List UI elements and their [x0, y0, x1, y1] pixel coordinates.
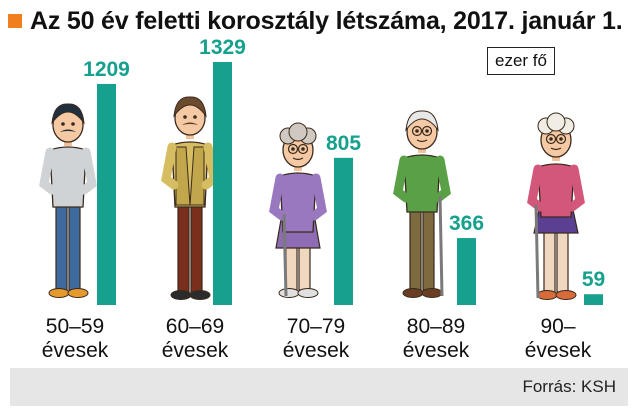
man-older-mustache-illustration — [161, 96, 219, 300]
category-label: évesek — [162, 339, 229, 362]
category-label: évesek — [403, 339, 470, 362]
category-label: 70–79 — [287, 315, 345, 338]
bar-2 — [334, 157, 353, 305]
bar-4 — [584, 294, 603, 305]
bar-1 — [213, 62, 232, 305]
category-label: 50–59 — [46, 315, 104, 338]
man-middle-aged-illustration — [39, 103, 97, 298]
chart-title: Az 50 év feletti korosztály létszáma, 20… — [30, 6, 623, 35]
bar-value-label: 1209 — [83, 58, 130, 81]
bar-0 — [97, 83, 116, 305]
category-label: évesek — [525, 339, 592, 362]
title-row: Az 50 év feletti korosztály létszáma, 20… — [8, 6, 623, 36]
bar-value-label: 1329 — [199, 36, 246, 59]
category-label: 80–89 — [407, 315, 465, 338]
illustrations — [39, 96, 585, 300]
bar-value-label: 59 — [582, 268, 605, 291]
category-label: 90– — [540, 315, 575, 338]
category-labels: 50–59évesek60–69évesek70–79évesek80–89év… — [42, 315, 592, 362]
bars: 1209 1329 805 366 59 — [83, 36, 605, 305]
category-label: évesek — [283, 339, 350, 362]
woman-very-old-cane-illustration — [527, 112, 585, 300]
title-marker — [8, 14, 22, 28]
category-label: 60–69 — [166, 315, 224, 338]
bar-value-label: 366 — [449, 212, 484, 235]
man-elderly-cane-illustration — [393, 110, 451, 298]
bar-3 — [457, 238, 476, 305]
source-label: Forrás: KSH — [522, 377, 616, 396]
source-bar: Forrás: KSH — [10, 368, 628, 406]
bar-value-label: 805 — [326, 132, 361, 155]
category-label: évesek — [42, 339, 109, 362]
woman-elderly-glasses-illustration — [269, 122, 327, 298]
unit-label: ezer fő — [487, 47, 555, 75]
